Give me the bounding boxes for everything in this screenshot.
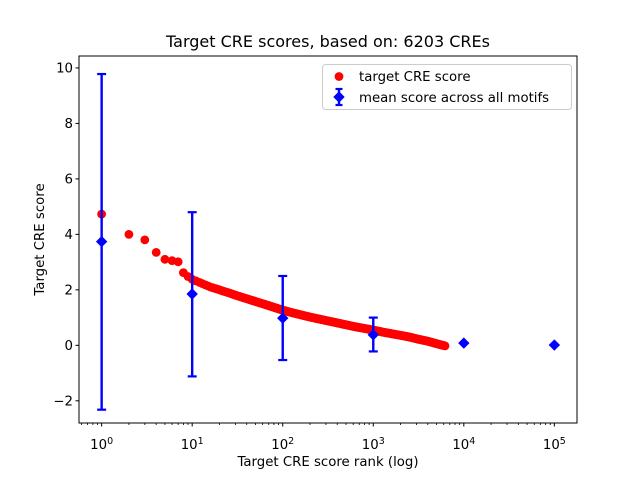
target-score-dot [160,254,170,264]
target-score-dot [124,230,134,239]
mean-score-point [458,337,470,349]
mean-score-diamond [95,235,108,248]
mean-score-diamond [548,339,561,351]
y-tick-label: 2 [65,283,73,298]
x-tick-label: 102 [271,436,294,453]
x-tick-label: 104 [452,436,475,453]
y-tick-label: −2 [53,394,73,409]
legend-label-target: target CRE score [359,70,471,85]
y-tick-label: 0 [65,339,73,354]
mean-score-point [186,211,198,378]
x-tick-label: 105 [543,436,566,453]
mean-score-point [95,72,108,411]
mean-score-diamond [186,288,198,300]
y-axis-label: Target CRE score [33,183,48,296]
plot-area [79,56,577,423]
x-axis-label: Target CRE score rank (log) [236,455,418,470]
legend: target CRE score mean score across all m… [322,64,572,110]
target-score-dot [173,257,183,267]
legend-target-marker-icon [334,72,344,81]
mean-score-diamond [277,312,289,324]
plot-spines [78,55,578,424]
target-score-dot [151,248,161,257]
chart-title: Target CRE scores, based on: 6203 CREs [165,32,490,51]
legend-label-mean: mean score across all motifs [359,91,549,106]
mean-score-point [548,339,561,351]
x-tick-label: 103 [362,436,385,453]
data-marks [95,72,561,411]
mean-score-point [367,316,379,353]
x-tick-label: 101 [181,436,204,453]
mean-score-diamond [458,337,470,349]
y-tick-label: 6 [65,172,73,187]
legend-box [322,64,572,110]
legend-mean-marker-icon [333,87,345,107]
mean-score-diamond [367,329,379,341]
y-tick-label: 8 [65,117,73,132]
mean-score-point [277,274,289,362]
axes: 100 101 102 103 104 105 −2 0 2 4 6 8 10 [53,55,578,453]
y-tick-label: 10 [56,62,73,77]
target-score-dot [440,341,450,351]
y-tick-label: 4 [65,228,73,243]
target-score-dot [140,235,150,245]
x-tick-label: 100 [90,436,113,453]
target-score-series [97,209,450,351]
